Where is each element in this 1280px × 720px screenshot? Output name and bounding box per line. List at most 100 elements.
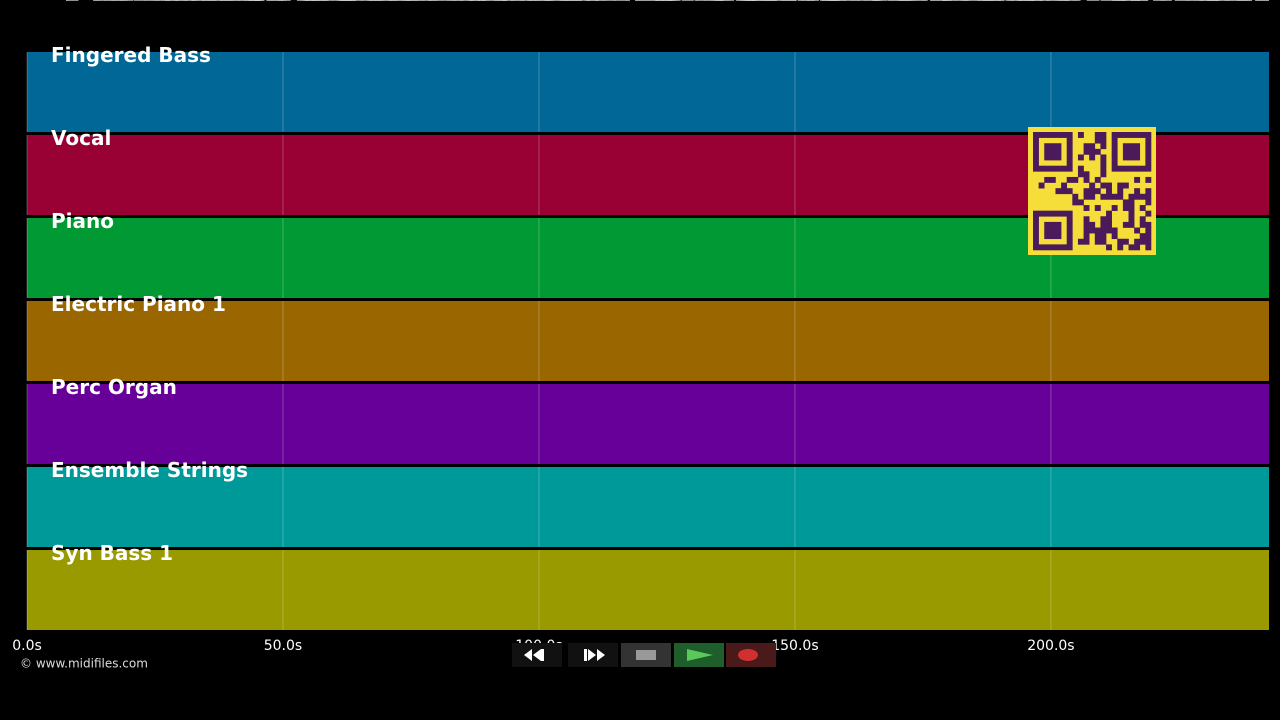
qr-cell [1066,244,1073,251]
qr-cell [1033,137,1039,144]
qr-cell [1083,171,1090,178]
qr-cell [1055,210,1062,217]
qr-cell [1089,221,1096,228]
qr-cell [1139,132,1146,138]
qr-cell [1083,176,1090,183]
qr-cell [1094,238,1101,245]
qr-cell [1100,171,1107,178]
qr-cell [1139,216,1146,223]
record-button[interactable] [726,643,776,667]
qr-cell [1061,182,1068,189]
qr-cell [1044,233,1051,240]
rewind-icon [524,649,544,661]
qr-cell [1049,148,1056,155]
qr-cell [1055,233,1062,240]
track-lane [27,550,1269,630]
forward-button[interactable] [568,643,618,667]
qr-cell [1083,221,1090,228]
qr-cell [1089,227,1096,234]
qr-cell [1145,233,1152,240]
qr-cell [1122,143,1129,150]
qr-cell [1083,193,1090,200]
qr-cell [1083,216,1090,223]
qr-cell [1100,216,1107,223]
qr-cell [1117,188,1124,195]
qr-cell [1049,176,1056,183]
stop-icon [636,650,656,660]
time-tick-label: 200.0s [1027,638,1074,654]
play-button[interactable] [674,643,724,667]
qr-cell [1128,216,1135,223]
qr-cell [1106,188,1112,195]
qr-cell [1128,221,1135,228]
qr-cell [1055,132,1062,138]
stop-button[interactable] [621,643,671,667]
qr-cell [1139,205,1146,211]
qr-cell [1066,188,1073,195]
rewind-button[interactable] [512,643,562,667]
qr-cell [1044,221,1051,228]
qr-cell [1083,238,1090,245]
qr-cell [1106,221,1112,228]
qr-cell [1033,238,1039,245]
qr-cell [1061,165,1068,172]
qr-cell [1066,165,1073,172]
qr-cell [1145,132,1152,138]
qr-cell [1145,160,1152,167]
qr-cell [1117,182,1124,189]
qr-cell [1100,137,1107,144]
qr-cell [1055,221,1062,228]
qr-cell [1066,137,1073,144]
track-lane [27,467,1269,547]
qr-cell [1117,238,1124,245]
track-lane [27,384,1269,464]
qr-cell [1117,244,1124,251]
qr-cell [1049,154,1056,161]
qr-cell [1111,205,1118,211]
qr-cell [1145,199,1152,206]
qr-cell [1094,205,1101,211]
qr-cell [1089,143,1096,150]
qr-cell [1055,165,1062,172]
play-icon [687,649,713,661]
qr-cell [1066,216,1073,223]
qr-cell [1134,165,1141,172]
qr-cell [1145,221,1152,228]
qr-cell [1033,216,1039,223]
qr-cell [1066,132,1073,138]
qr-cell [1145,176,1152,183]
qr-cell [1044,143,1051,150]
qr-cell [1083,233,1090,240]
qr-cell [1038,182,1045,189]
qr-cell [1134,188,1141,195]
track-lane [27,301,1269,381]
qr-cell [1106,227,1112,234]
qr-cell [1100,221,1107,228]
qr-cell [1066,233,1073,240]
qr-cell [1049,165,1056,172]
qr-cell [1044,227,1051,234]
playback-controls [512,643,776,667]
qr-cell [1072,176,1079,183]
track-name: Vocal [51,126,111,150]
qr-cell [1061,244,1068,251]
qr-cell [1111,193,1118,200]
qr-cell [1072,199,1079,206]
qr-cell [1044,148,1051,155]
qr-cell [1128,154,1135,161]
qr-cell [1128,148,1135,155]
track-name: Perc Organ [51,375,177,399]
qr-cell [1106,216,1112,223]
qr-cell [1066,154,1073,161]
qr-cell [1122,165,1129,172]
qr-cell [1145,137,1152,144]
qr-cell [1094,176,1101,183]
qr-cell [1111,227,1118,234]
qr-cell [1049,210,1056,217]
qr-cell [1083,143,1090,150]
qr-cell [1134,132,1141,138]
qr-cell [1077,165,1084,172]
qr-cell [1094,227,1101,234]
qr-cell [1128,199,1135,206]
qr-cell [1122,205,1129,211]
